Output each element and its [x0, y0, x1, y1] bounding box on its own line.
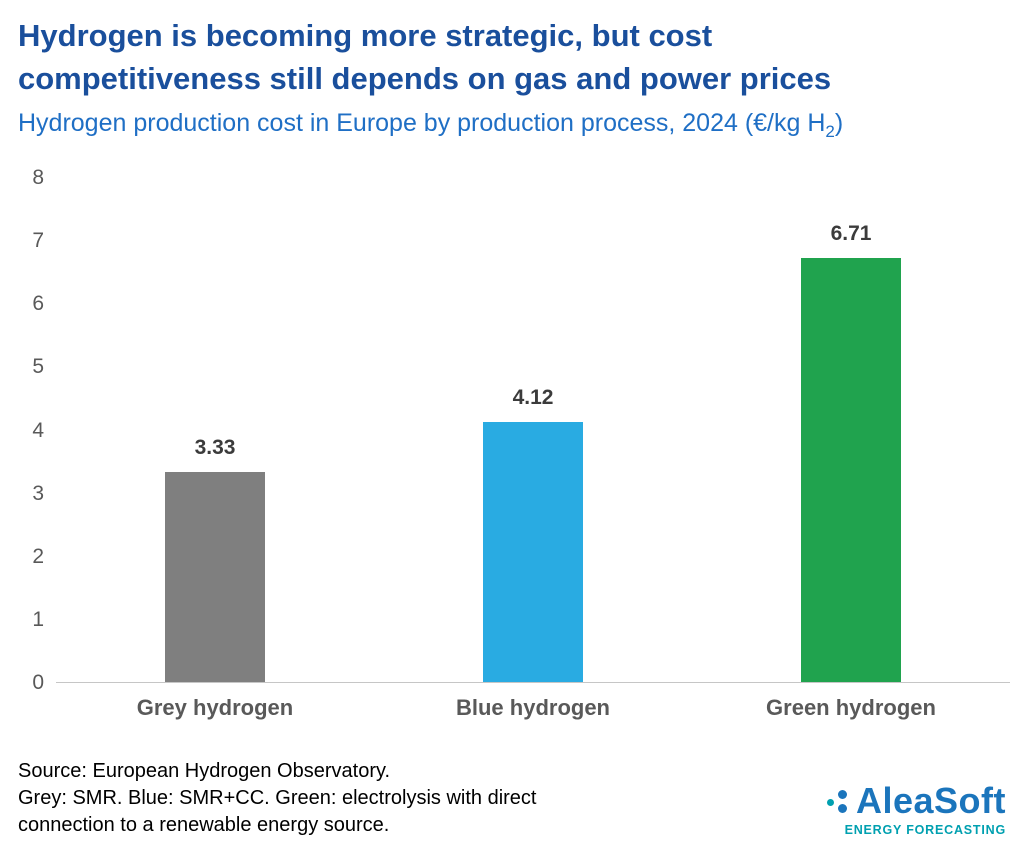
- aleasoft-dots-icon: [826, 785, 851, 817]
- aleasoft-logo-tagline: ENERGY FORECASTING: [844, 823, 1006, 837]
- chart-subtitle: Hydrogen production cost in Europe by pr…: [18, 108, 1004, 142]
- logo-dot: [837, 790, 847, 799]
- bar-grey-hydrogen: [165, 471, 265, 683]
- chart-subtitle-text: Hydrogen production cost in Europe by pr…: [18, 108, 826, 137]
- aleasoft-logo-row: AleaSoft: [826, 780, 1006, 822]
- bar-group-blue-hydrogen: 4.12: [374, 178, 692, 683]
- aleasoft-logo: AleaSoft ENERGY FORECASTING: [826, 780, 1010, 839]
- chart-subtitle-subscript: 2: [825, 121, 835, 141]
- x-axis-category-label-green-hydrogen: Green hydrogen: [766, 695, 936, 721]
- y-axis-tick-label: 8: [32, 166, 44, 190]
- bar-green-hydrogen: [801, 258, 901, 683]
- y-axis-tick-label: 3: [32, 481, 44, 505]
- y-axis-tick-label: 6: [32, 292, 44, 316]
- y-axis-tick-label: 2: [32, 544, 44, 568]
- legend-note-line1: Grey: SMR. Blue: SMR+CC. Green: electrol…: [18, 787, 537, 809]
- y-axis: 0 1 2 3 4 5 6 7 8: [16, 166, 56, 694]
- y-axis-tick-label: 0: [32, 671, 44, 695]
- y-axis-tick-label: 7: [32, 229, 44, 253]
- bar-group-green-hydrogen: 6.71: [692, 178, 1010, 683]
- bar-value-label-grey-hydrogen: 3.33: [194, 435, 236, 459]
- bar-value-label-green-hydrogen: 6.71: [830, 222, 872, 246]
- x-axis-labels: Grey hydrogen Blue hydrogen Green hydrogen: [56, 695, 1010, 721]
- chart-title-line1: Hydrogen is becoming more strategic, but…: [18, 18, 713, 53]
- plot-area: 3.33 4.12 6.71: [56, 178, 1010, 684]
- footer: Source: European Hydrogen Observatory. G…: [18, 758, 1010, 839]
- chart-title: Hydrogen is becoming more strategic, but…: [18, 14, 1004, 101]
- legend-note-line2: connection to a renewable energy source.: [18, 814, 390, 836]
- bar-value-label-blue-hydrogen: 4.12: [512, 385, 554, 409]
- x-axis-category-label-blue-hydrogen: Blue hydrogen: [455, 695, 610, 721]
- logo-dot: [826, 799, 834, 806]
- chart-title-line2: competitiveness still depends on gas and…: [18, 61, 832, 97]
- bar-blue-hydrogen: [483, 421, 583, 683]
- bar-chart: 0 1 2 3 4 5 6 7 8 3.33 4.12 6.71: [0, 166, 1024, 694]
- footnotes: Source: European Hydrogen Observatory. G…: [18, 758, 536, 839]
- chart-subtitle-suffix: ): [834, 108, 844, 137]
- aleasoft-logo-name: AleaSoft: [855, 780, 1006, 821]
- y-axis-tick-label: 1: [32, 607, 44, 631]
- y-axis-tick-label: 5: [32, 355, 44, 379]
- header: Hydrogen is becoming more strategic, but…: [0, 0, 1024, 142]
- x-axis-category-label-grey-hydrogen: Grey hydrogen: [136, 695, 294, 721]
- y-axis-tick-label: 4: [32, 418, 44, 442]
- bar-group-grey-hydrogen: 3.33: [56, 178, 374, 683]
- logo-dot: [837, 804, 847, 813]
- source-note: Source: European Hydrogen Observatory.: [18, 760, 391, 782]
